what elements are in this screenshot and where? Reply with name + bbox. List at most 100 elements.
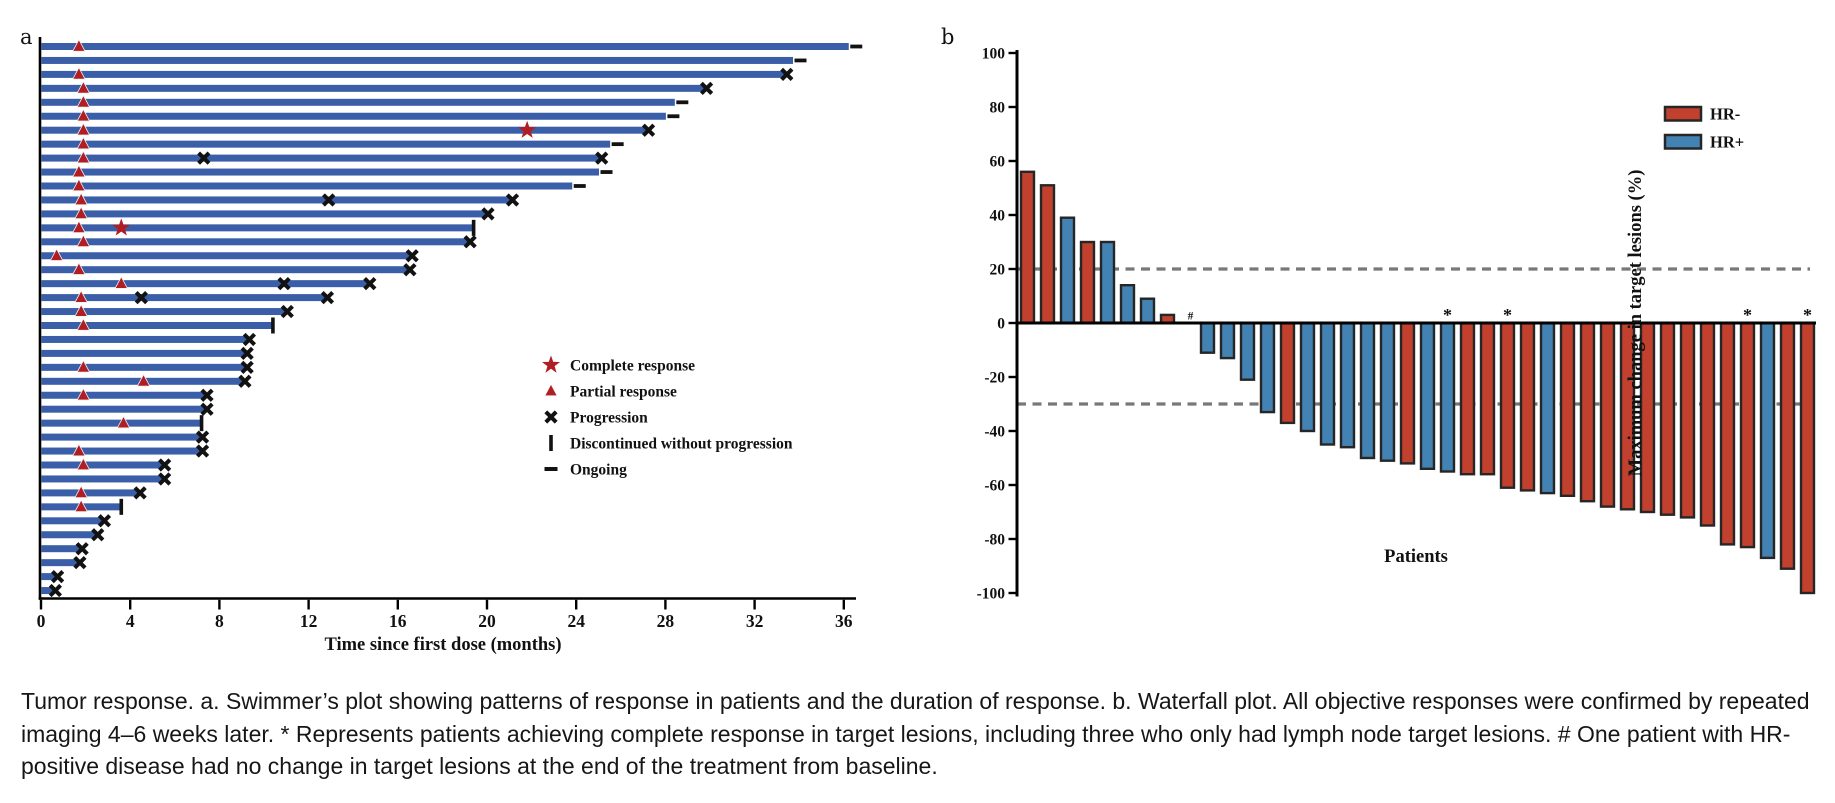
swimmer-bar bbox=[41, 545, 82, 553]
x-tick-label: 4 bbox=[126, 611, 135, 631]
swimmer-bar bbox=[41, 517, 104, 525]
marker-partial-response bbox=[74, 499, 89, 513]
marker-ongoing bbox=[850, 44, 863, 49]
swimmer-bar bbox=[41, 489, 140, 497]
legend-bar-icon bbox=[549, 435, 553, 451]
x-tick-label: 12 bbox=[300, 611, 318, 631]
waterfall-bar bbox=[1759, 321, 1776, 560]
waterfall-bar bbox=[1399, 321, 1416, 465]
marker-progression bbox=[463, 235, 477, 249]
swimmer-bar bbox=[41, 154, 602, 162]
waterfall-bar bbox=[1319, 321, 1336, 446]
waterfall-bar bbox=[1359, 321, 1376, 460]
y-tick-label: 20 bbox=[990, 262, 1006, 279]
marker-partial-response bbox=[76, 80, 91, 94]
marker-partial-response bbox=[49, 248, 64, 261]
waterfall-legend: HR- HR+ bbox=[1663, 105, 1744, 152]
waterfall-bar bbox=[1519, 321, 1536, 492]
marker-progression bbox=[595, 151, 609, 165]
legend-label: Discontinued without progression bbox=[570, 436, 793, 453]
waterfall-bar bbox=[1139, 297, 1156, 325]
legend-star-icon bbox=[541, 355, 561, 373]
swimmer-bar bbox=[41, 70, 787, 78]
swimmer-bar bbox=[41, 349, 247, 357]
marker-progression bbox=[200, 388, 214, 402]
marker-ongoing bbox=[600, 170, 613, 174]
waterfall-bar bbox=[1059, 216, 1076, 325]
swimmer-bar bbox=[41, 196, 513, 204]
marker-discontinued bbox=[199, 415, 204, 432]
swimmer-legend: Complete response Partial response Progres… bbox=[541, 355, 793, 479]
marker-ongoing bbox=[676, 100, 689, 105]
waterfall-bar bbox=[1719, 321, 1736, 546]
x-tick-label: 20 bbox=[478, 611, 496, 631]
asterisk-mark: * bbox=[1443, 305, 1452, 325]
marker-partial-response bbox=[74, 192, 89, 206]
swimmer-bar bbox=[41, 43, 849, 50]
marker-progression bbox=[75, 542, 89, 556]
waterfall-plot: b 100 80 60 40 20 0 -20 -40 -60 -80 -100 # * * * * HR-… bbox=[941, 25, 1816, 603]
marker-partial-response bbox=[74, 485, 89, 499]
x-tick-label: 28 bbox=[657, 611, 675, 631]
waterfall-bar bbox=[1539, 321, 1556, 495]
waterfall-bar bbox=[1499, 321, 1516, 489]
swimmer-plot: a 0 4 8 12 16 20 24 28 32 36 Complete response Par… bbox=[20, 25, 863, 655]
waterfall-bar bbox=[1599, 321, 1616, 508]
marker-partial-response bbox=[72, 38, 86, 52]
legend-swatch-HR- bbox=[1663, 105, 1703, 122]
waterfall-bar bbox=[1279, 321, 1296, 425]
waterfall-bar bbox=[1239, 321, 1256, 381]
marker-partial-response bbox=[76, 108, 91, 122]
marker-partial-response bbox=[136, 373, 151, 387]
marker-discontinued bbox=[471, 219, 476, 236]
marker-partial-response bbox=[76, 457, 91, 471]
swimmer-bars bbox=[41, 43, 849, 595]
marker-progression bbox=[277, 277, 291, 291]
x-tick-label: 36 bbox=[835, 611, 853, 631]
swimmer-bar bbox=[41, 238, 470, 246]
legend-label: Complete response bbox=[570, 358, 695, 375]
marker-partial-response bbox=[76, 317, 91, 331]
y-tick-label: 100 bbox=[982, 46, 1006, 63]
swimmer-bar bbox=[41, 587, 55, 595]
swimmer-bar bbox=[41, 140, 611, 148]
legend-label: Progression bbox=[570, 410, 648, 427]
marker-partial-response bbox=[76, 94, 91, 108]
marker-ongoing bbox=[667, 114, 680, 119]
y-tick-label: 40 bbox=[990, 208, 1006, 225]
marker-partial-response bbox=[76, 359, 91, 373]
y-tick-label: -20 bbox=[984, 370, 1005, 387]
marker-partial-response bbox=[74, 289, 89, 303]
marker-ongoing bbox=[794, 58, 807, 63]
marker-progression bbox=[134, 290, 148, 305]
waterfall-bar bbox=[1019, 170, 1036, 325]
marker-partial-response bbox=[76, 122, 91, 136]
swimmer-bar bbox=[41, 531, 98, 539]
swimmer-x-axis-title: Time since first dose (months) bbox=[324, 635, 561, 655]
swimmer-bar bbox=[41, 461, 165, 469]
waterfall-bar bbox=[1199, 321, 1216, 354]
marker-progression bbox=[699, 81, 714, 95]
legend-label: HR+ bbox=[1710, 133, 1744, 152]
waterfall-bar bbox=[1679, 321, 1696, 519]
panel-a-label: a bbox=[20, 25, 33, 49]
marker-progression bbox=[73, 556, 87, 570]
swimmer-bar bbox=[41, 224, 475, 232]
legend-label: Partial response bbox=[570, 384, 677, 401]
waterfall-bars bbox=[1019, 170, 1816, 595]
swimmer-bar bbox=[41, 573, 58, 581]
swimmer-axes: 0 4 8 12 16 20 24 28 32 36 bbox=[37, 37, 856, 631]
asterisk-mark: * bbox=[1803, 305, 1812, 325]
marker-progression bbox=[481, 207, 495, 221]
marker-partial-response bbox=[76, 234, 91, 247]
swimmer-bar bbox=[41, 126, 649, 134]
marker-partial-response bbox=[76, 136, 91, 150]
swimmer-markers bbox=[48, 38, 863, 598]
marker-progression bbox=[133, 486, 147, 500]
legend-swatch-HR+ bbox=[1663, 133, 1703, 150]
swimmer-bar bbox=[41, 294, 327, 302]
swimmer-bar bbox=[41, 322, 274, 329]
asterisk-mark: * bbox=[1743, 305, 1752, 325]
waterfall-bar bbox=[1459, 321, 1476, 476]
